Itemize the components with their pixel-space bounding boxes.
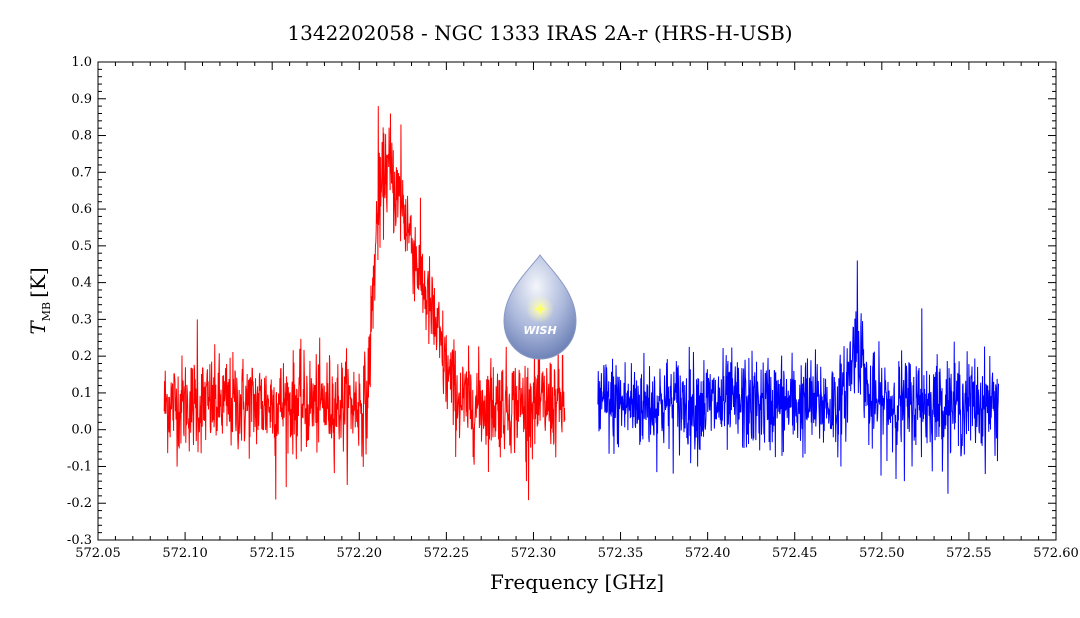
- series-0: [163, 106, 566, 501]
- y-tick-label: -0.1: [67, 459, 92, 474]
- wish-logo: WISH: [503, 254, 577, 360]
- y-axis: -0.3 -0.2 -0.1 0.0 0.1 0.2 0.3 0.4 0.5 0.6 0.7 0.8 0…: [67, 55, 1056, 548]
- y-tick-label: 0.4: [71, 276, 92, 291]
- x-tick-label: 572.30: [511, 546, 557, 561]
- y-tick-label: 0.1: [71, 386, 92, 401]
- x-axis-label: Frequency [GHz]: [490, 570, 664, 594]
- star-icon: [534, 303, 546, 315]
- series-line-0: [163, 106, 566, 501]
- y-tick-label: 0.6: [71, 202, 92, 217]
- y-tick-label: 0.7: [71, 165, 92, 180]
- x-tick-label: 572.20: [337, 546, 383, 561]
- y-axis-label: TMB [K]: [26, 267, 53, 334]
- y-tick-label: 0.8: [71, 129, 92, 144]
- y-tick-label: 0.3: [71, 312, 92, 327]
- x-tick-label: 572.45: [772, 546, 818, 561]
- y-axis-label-sub: MB: [40, 302, 53, 321]
- x-tick-label: 572.25: [424, 546, 470, 561]
- y-tick-label: 0.9: [71, 92, 92, 107]
- series-line-1: [597, 260, 1000, 494]
- x-tick-label: 572.35: [598, 546, 644, 561]
- y-tick-label: -0.2: [67, 496, 92, 511]
- logo-text: WISH: [523, 324, 556, 337]
- series-group: [163, 106, 1000, 501]
- x-tick-label: 572.05: [75, 546, 121, 561]
- y-tick-label: 0.5: [71, 239, 92, 254]
- x-axis: 572.05 572.10 572.15 572.20 572.25 572.30 572.…: [75, 62, 1079, 561]
- x-tick-label: 572.50: [859, 546, 905, 561]
- plot-frame: [97, 61, 1057, 541]
- x-tick-label: 572.15: [249, 546, 295, 561]
- y-tick-label: -0.3: [67, 533, 92, 548]
- y-tick-label: 0.0: [71, 423, 92, 438]
- x-tick-label: 572.55: [946, 546, 992, 561]
- y-tick-label: 1.0: [71, 55, 92, 70]
- chart-title: 1342202058 - NGC 1333 IRAS 2A-r (HRS-H-U…: [287, 21, 792, 45]
- x-tick-label: 572.10: [162, 546, 208, 561]
- y-axis-label-main: T: [26, 320, 50, 335]
- y-axis-label-unit: [K]: [26, 267, 50, 298]
- x-tick-label: 572.60: [1033, 546, 1079, 561]
- series-1: [597, 260, 1000, 494]
- x-tick-label: 572.40: [685, 546, 731, 561]
- svg-text:TMB[K]: TMB [K]: [26, 267, 53, 334]
- y-tick-label: 0.2: [71, 349, 92, 364]
